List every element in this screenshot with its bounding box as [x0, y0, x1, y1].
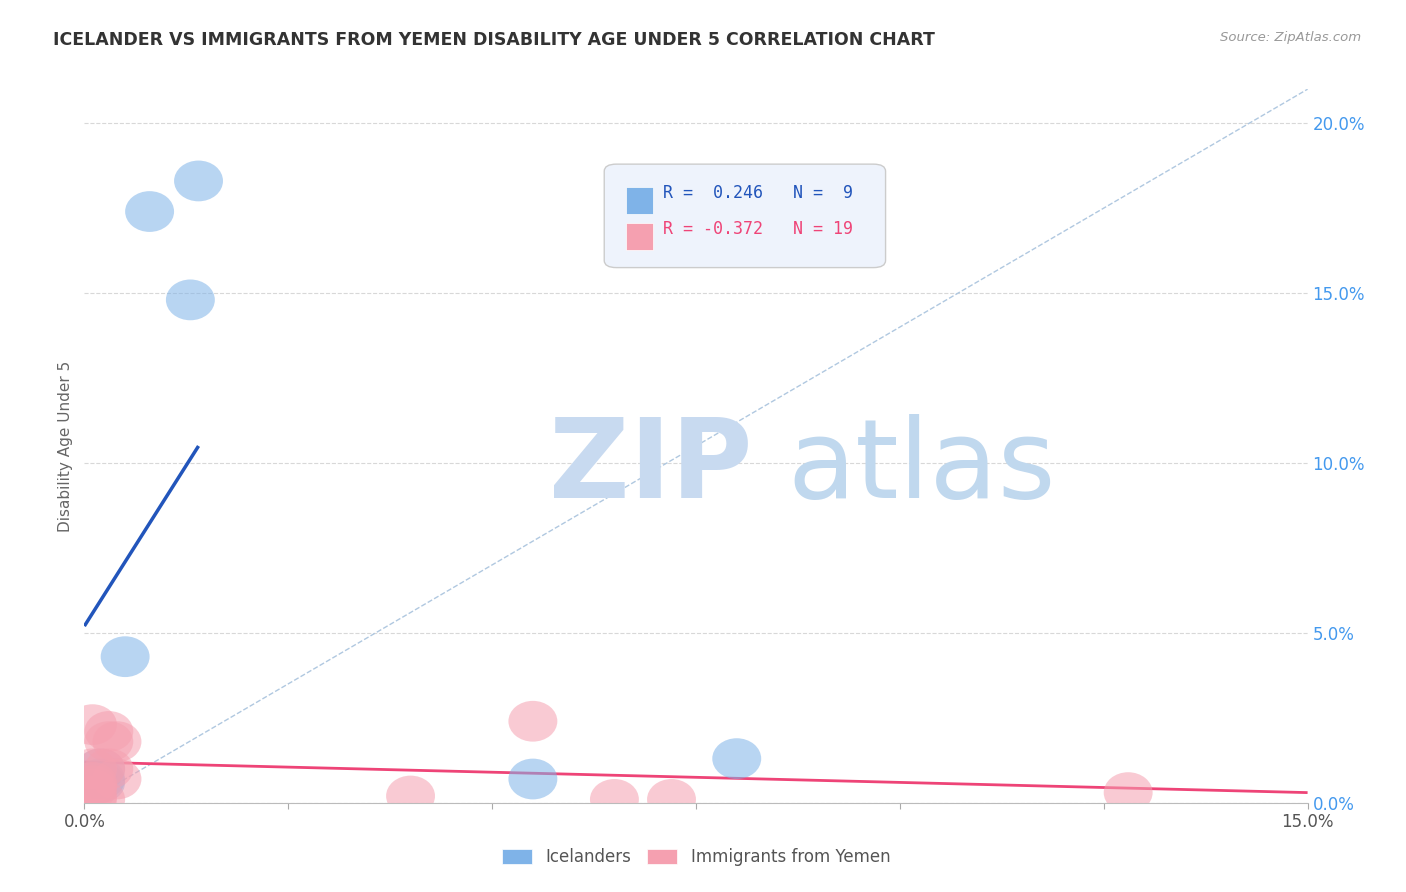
Text: ZIP: ZIP: [550, 414, 752, 521]
Text: ICELANDER VS IMMIGRANTS FROM YEMEN DISABILITY AGE UNDER 5 CORRELATION CHART: ICELANDER VS IMMIGRANTS FROM YEMEN DISAB…: [53, 31, 935, 49]
Ellipse shape: [76, 758, 125, 799]
Ellipse shape: [76, 748, 125, 789]
FancyBboxPatch shape: [626, 187, 654, 214]
Text: atlas: atlas: [787, 414, 1056, 521]
FancyBboxPatch shape: [626, 223, 654, 250]
Ellipse shape: [67, 769, 117, 810]
Ellipse shape: [647, 779, 696, 820]
Ellipse shape: [93, 758, 142, 799]
Ellipse shape: [84, 748, 134, 789]
Ellipse shape: [84, 711, 134, 752]
Ellipse shape: [76, 748, 125, 789]
Ellipse shape: [713, 739, 761, 779]
Ellipse shape: [1104, 772, 1153, 813]
Ellipse shape: [591, 779, 638, 820]
Ellipse shape: [76, 779, 125, 820]
Legend: Icelanders, Immigrants from Yemen: Icelanders, Immigrants from Yemen: [495, 842, 897, 873]
Text: R = -0.372   N = 19: R = -0.372 N = 19: [664, 220, 853, 238]
Ellipse shape: [174, 161, 224, 202]
Ellipse shape: [166, 279, 215, 320]
Ellipse shape: [509, 758, 557, 799]
Ellipse shape: [76, 762, 125, 803]
Ellipse shape: [67, 762, 117, 803]
Ellipse shape: [67, 779, 117, 820]
Ellipse shape: [67, 748, 117, 789]
Ellipse shape: [84, 722, 134, 762]
Ellipse shape: [67, 776, 117, 816]
Ellipse shape: [67, 765, 117, 806]
Ellipse shape: [67, 705, 117, 745]
Y-axis label: Disability Age Under 5: Disability Age Under 5: [58, 360, 73, 532]
Text: R =  0.246   N =  9: R = 0.246 N = 9: [664, 184, 853, 202]
Ellipse shape: [93, 722, 142, 762]
Ellipse shape: [509, 701, 557, 741]
Ellipse shape: [101, 636, 149, 677]
Text: Source: ZipAtlas.com: Source: ZipAtlas.com: [1220, 31, 1361, 45]
Ellipse shape: [387, 776, 434, 816]
FancyBboxPatch shape: [605, 164, 886, 268]
Ellipse shape: [125, 191, 174, 232]
